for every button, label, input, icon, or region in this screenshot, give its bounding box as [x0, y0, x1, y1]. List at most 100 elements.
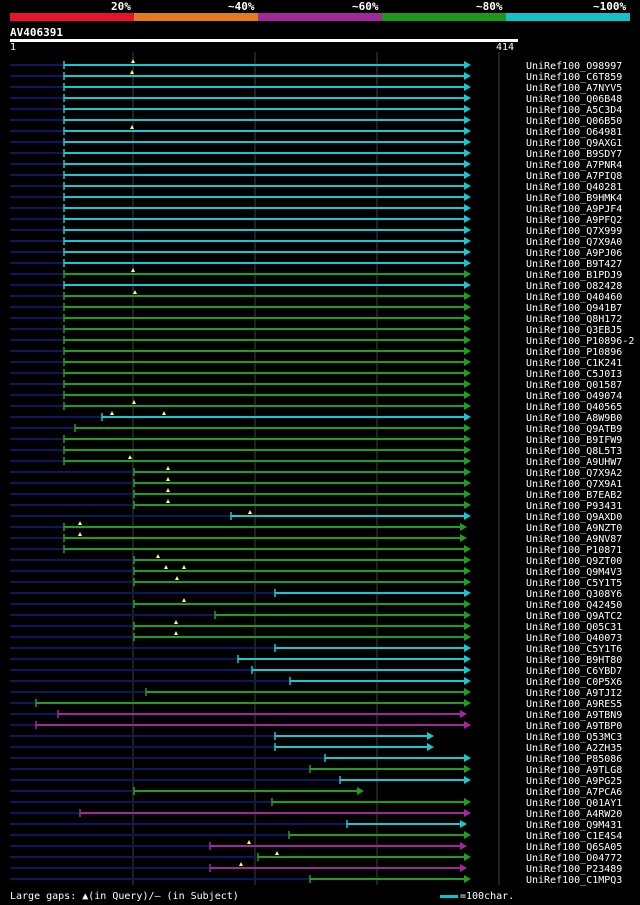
hit-label: UniRef100_Q9M4V3	[526, 567, 622, 578]
hit-arrow	[464, 325, 471, 333]
hit-arrow	[464, 413, 471, 421]
scale-legend: =100char.	[440, 891, 514, 902]
hit-arrow	[464, 853, 471, 861]
hit-label: UniRef100_C1K241	[526, 358, 622, 369]
hit-arrow	[464, 171, 471, 179]
hit-arrow	[464, 215, 471, 223]
hit-arrow	[464, 369, 471, 377]
query-gap-mark	[78, 532, 82, 536]
hit-arrow	[464, 424, 471, 432]
hit-label: UniRef100_Q6SA05	[526, 842, 622, 853]
hit-label: UniRef100_Q01AY1	[526, 798, 622, 809]
query-gap-mark	[132, 400, 136, 404]
hit-label: UniRef100_P85086	[526, 754, 622, 765]
legend-label: 20%	[111, 0, 131, 13]
hit-arrow	[464, 435, 471, 443]
legend-label: ~40%	[228, 0, 255, 13]
hit-arrow	[464, 83, 471, 91]
hit-label: UniRef100_P10896	[526, 347, 622, 358]
hit-label: UniRef100_Q9ZT00	[526, 556, 622, 567]
legend-label: ~80%	[476, 0, 503, 13]
hit-label: UniRef100_Q42450	[526, 600, 622, 611]
hit-arrow	[464, 567, 471, 575]
hit-arrow	[464, 490, 471, 498]
query-gap-mark	[162, 411, 166, 415]
hit-label: UniRef100_A9RES5	[526, 699, 622, 710]
query-gap-mark	[128, 455, 132, 459]
hit-label: UniRef100_B9HT80	[526, 655, 622, 666]
hit-arrow	[464, 105, 471, 113]
hit-label: UniRef100_P23489	[526, 864, 622, 875]
hit-label: UniRef100_A7NYV5	[526, 83, 622, 94]
hit-label: UniRef100_C0P5X6	[526, 677, 622, 688]
hit-label: UniRef100_Q53MC3	[526, 732, 622, 743]
hit-arrow	[464, 633, 471, 641]
hit-arrow	[464, 479, 471, 487]
query-gap-mark	[131, 59, 135, 63]
hit-label: UniRef100_Q8H172	[526, 314, 622, 325]
hit-arrow	[464, 61, 471, 69]
hit-label: UniRef100_C5J0I3	[526, 369, 622, 380]
hit-label: UniRef100_Q8L5T3	[526, 446, 622, 457]
hit-label: UniRef100_Q7X9A0	[526, 237, 622, 248]
hit-arrow	[464, 138, 471, 146]
legend-segment	[506, 13, 630, 21]
query-gap-mark	[110, 411, 114, 415]
hit-label: UniRef100_C1E4S4	[526, 831, 622, 842]
hit-arrow	[464, 127, 471, 135]
hit-arrow	[464, 468, 471, 476]
query-gap-mark	[133, 290, 137, 294]
legend-label: ~100%	[593, 0, 627, 13]
hit-label: UniRef100_A9TJI2	[526, 688, 622, 699]
query-name: AV406391	[10, 26, 63, 39]
hit-label: UniRef100_Q01587	[526, 380, 622, 391]
hit-label: UniRef100_Q7X9A1	[526, 479, 622, 490]
query-gap-mark	[131, 268, 135, 272]
hit-arrow	[464, 391, 471, 399]
query-gap-mark	[130, 125, 134, 129]
hit-arrow	[464, 798, 471, 806]
query-gap-mark	[174, 620, 178, 624]
hit-label: UniRef100_Q9ATC2	[526, 611, 622, 622]
hit-arrow	[464, 226, 471, 234]
hit-label: UniRef100_Q40073	[526, 633, 622, 644]
hit-label: UniRef100_Q9AXG1	[526, 138, 622, 149]
identity-legend-bar	[10, 13, 630, 21]
hit-label: UniRef100_O82428	[526, 281, 622, 292]
hit-label: UniRef100_A2ZH35	[526, 743, 622, 754]
hit-label: UniRef100_P93431	[526, 501, 622, 512]
query-gap-mark	[164, 565, 168, 569]
hit-arrow	[464, 303, 471, 311]
hit-label: UniRef100_C5Y1T6	[526, 644, 622, 655]
hit-label: UniRef100_P10871	[526, 545, 622, 556]
scale-label: =100char.	[460, 891, 515, 902]
gaps-legend: Large gaps: ▲(in Query)/– (in Subject)	[10, 891, 239, 902]
query-gap-mark	[78, 521, 82, 525]
hit-label: UniRef100_A9UHW7	[526, 457, 622, 468]
query-gap-mark	[182, 565, 186, 569]
hit-label: UniRef100_Q40460	[526, 292, 622, 303]
query-gap-mark	[166, 499, 170, 503]
hit-arrow	[464, 512, 471, 520]
hit-label: UniRef100_C5Y1T5	[526, 578, 622, 589]
scale-swatch	[440, 894, 458, 898]
hit-arrow	[464, 160, 471, 168]
hit-arrow	[464, 611, 471, 619]
hit-label: UniRef100_Q941B7	[526, 303, 622, 314]
legend-segment	[134, 13, 258, 21]
hit-label: UniRef100_A9PJ06	[526, 248, 622, 259]
hit-arrow	[464, 204, 471, 212]
hit-label: UniRef100_A8W9B0	[526, 413, 622, 424]
hit-label: UniRef100_Q40565	[526, 402, 622, 413]
query-gap-mark	[166, 477, 170, 481]
hit-arrow	[464, 281, 471, 289]
hit-label: UniRef100_Q9M431	[526, 820, 622, 831]
hit-label: UniRef100_A5C3D4	[526, 105, 622, 116]
hit-label: UniRef100_O98997	[526, 61, 622, 72]
hit-label: UniRef100_Q308Y6	[526, 589, 622, 600]
hit-arrow	[460, 864, 467, 872]
hit-arrow	[427, 743, 434, 751]
hit-label: UniRef100_B9T427	[526, 259, 622, 270]
hit-label: UniRef100_B9HMK4	[526, 193, 622, 204]
